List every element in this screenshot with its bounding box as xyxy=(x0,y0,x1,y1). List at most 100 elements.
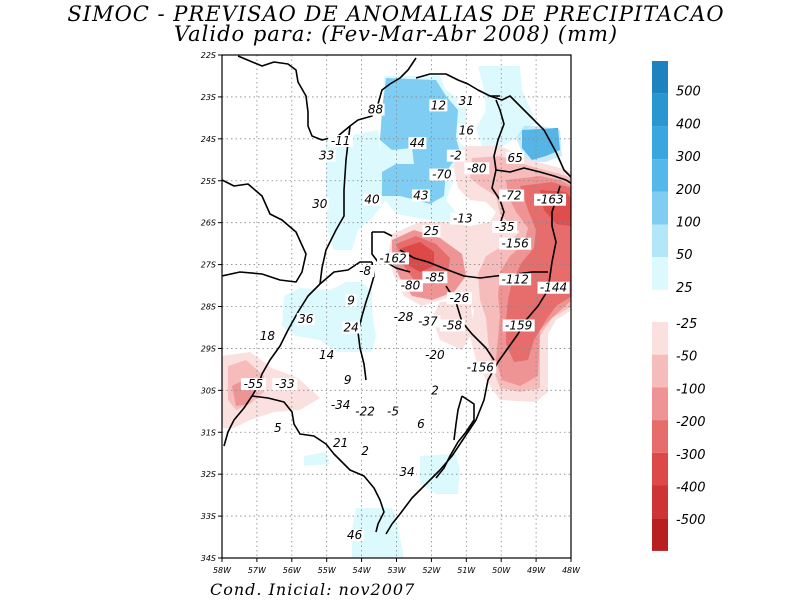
contour-label-bg xyxy=(450,212,476,225)
contour-label: 44 xyxy=(410,136,425,150)
contour-label-bg xyxy=(457,95,476,108)
contour-label-bg xyxy=(356,264,375,277)
contour-label-bg xyxy=(296,313,315,326)
contour-value: -80 xyxy=(397,279,423,293)
lon-label: 57W xyxy=(248,566,267,575)
contour-value: -80 xyxy=(464,161,490,175)
boundary-line xyxy=(372,231,393,237)
legend-label: 100 xyxy=(676,216,701,231)
contour-label: 65 xyxy=(508,151,523,165)
contour-label: -156 xyxy=(467,360,495,374)
contour-label-bg xyxy=(429,99,448,112)
legend-label: 25 xyxy=(676,281,693,296)
contour-value: 31 xyxy=(457,94,476,108)
contour-value: 9 xyxy=(342,373,354,387)
contour-value: 88 xyxy=(366,103,385,117)
contour-value: -5 xyxy=(384,404,403,418)
contour-label-bg xyxy=(415,315,441,328)
contour-value: 65 xyxy=(506,151,525,165)
contour-label-bg xyxy=(317,348,336,361)
lat-label: 26S xyxy=(201,219,216,228)
boundary-line xyxy=(453,395,463,441)
contour-value: -33 xyxy=(272,377,298,391)
contour-label: -13 xyxy=(453,212,473,226)
contour-label-bg xyxy=(258,329,277,342)
legend-label: -500 xyxy=(676,513,706,528)
contour-label: -112 xyxy=(502,272,529,286)
contour-label-bg xyxy=(411,189,430,202)
boundary-line xyxy=(543,129,571,179)
contour-label: -80 xyxy=(401,279,421,293)
contour-label-bg xyxy=(397,466,416,479)
contour-value: -55 xyxy=(240,377,266,391)
map-subtitle: Valido para: (Fev-Mar-Abr 2008) (mm) xyxy=(173,22,619,46)
contour-label: -144 xyxy=(540,281,567,295)
contour-label-bg xyxy=(390,311,416,324)
contour-value: 34 xyxy=(397,465,416,479)
contour-value: 6 xyxy=(415,417,427,431)
contour-label-bg xyxy=(345,529,364,542)
contour-value: -112 xyxy=(499,272,532,286)
contour-label: 5 xyxy=(274,421,282,435)
contour-value: 16 xyxy=(457,124,476,138)
contour-value: 2 xyxy=(359,444,371,458)
lat-label: 34S xyxy=(201,554,216,563)
contour-label-bg xyxy=(342,373,354,386)
legend-swatch xyxy=(652,452,668,486)
contour-value: -22 xyxy=(352,404,378,418)
lon-label: 55W xyxy=(318,566,337,575)
contour-label: 31 xyxy=(459,94,474,108)
boundary-line xyxy=(491,99,505,225)
contour-label: -162 xyxy=(379,251,406,265)
contour-label-bg xyxy=(499,237,532,250)
boundary-line xyxy=(385,185,561,535)
map-title: SIMOC - PREVISAO DE ANOMALIAS DE PRECIPI… xyxy=(67,2,725,26)
boundary-line xyxy=(251,395,385,533)
contour-label: 9 xyxy=(344,373,352,387)
legend-label: 500 xyxy=(676,85,701,100)
contour-label-bg xyxy=(345,294,357,307)
contour-label: -8 xyxy=(359,264,371,278)
contour-value: -58 xyxy=(439,318,465,332)
lat-label: 23S xyxy=(201,93,216,102)
contour-label-bg xyxy=(272,422,284,435)
contour-label: 16 xyxy=(459,124,475,138)
contour-value: -28 xyxy=(390,310,416,324)
contour-label: -28 xyxy=(394,310,414,324)
anomaly-area-positive xyxy=(352,508,404,558)
contour-label-bg xyxy=(439,319,465,332)
contour-label: -5 xyxy=(387,404,399,418)
contour-label-bg xyxy=(342,321,361,334)
contour-label-bg xyxy=(499,189,525,202)
contour-label-bg xyxy=(384,405,403,418)
contour-label: -33 xyxy=(275,377,295,391)
legend-label: -300 xyxy=(676,448,706,463)
boundary-line xyxy=(489,95,545,131)
boundary-line xyxy=(357,261,375,381)
legend-label: -200 xyxy=(676,415,706,430)
contour-label: -72 xyxy=(502,189,522,203)
contour-value: -26 xyxy=(446,291,472,305)
lat-label: 33S xyxy=(201,512,216,521)
contour-label-bg xyxy=(352,405,378,418)
contour-value: 43 xyxy=(411,189,430,203)
contour-label: 36 xyxy=(298,312,314,326)
legend-label: 400 xyxy=(676,117,701,132)
legend-label: 50 xyxy=(676,248,693,263)
anomaly-area-positive xyxy=(304,452,330,466)
contour-label-bg xyxy=(397,279,423,292)
boundary-line xyxy=(319,125,351,285)
contour-label: 25 xyxy=(424,224,439,238)
boundary-line xyxy=(222,179,307,283)
legend-swatch xyxy=(652,354,668,388)
contour-value: 40 xyxy=(363,193,382,207)
contour-label-bg xyxy=(464,162,490,175)
contour-label-bg xyxy=(506,151,525,164)
contour-label-bg xyxy=(446,149,465,162)
legend-swatch xyxy=(652,387,668,421)
contour-label-bg xyxy=(363,193,382,206)
lat-label: 32S xyxy=(201,470,216,479)
contour-label-bg xyxy=(534,193,567,206)
legend-swatch xyxy=(652,126,668,160)
